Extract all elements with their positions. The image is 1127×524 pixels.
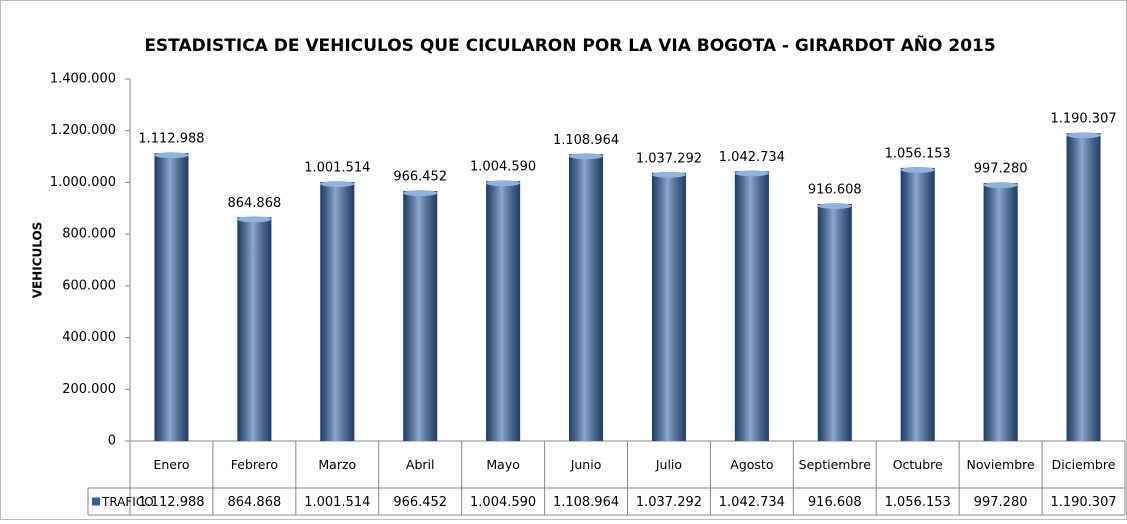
bar-shine <box>900 167 935 442</box>
x-tick-label: Agosto <box>730 457 773 472</box>
data-label: 1.190.307 <box>1050 112 1116 127</box>
y-tick-label: 1.400.000 <box>50 72 116 87</box>
y-tick-label: 800.000 <box>62 227 116 242</box>
x-tick-label: Diciembre <box>1052 457 1116 472</box>
bar-shine <box>651 172 686 441</box>
table-value: 1.108.964 <box>553 495 619 510</box>
table-value: 1.001.514 <box>304 495 370 510</box>
bar-shine <box>1066 133 1101 441</box>
bar-top <box>734 170 769 177</box>
table-value: 916.608 <box>808 495 862 510</box>
bar-shine <box>817 203 852 441</box>
table-value: 997.280 <box>974 495 1028 510</box>
table-value: 966.452 <box>393 495 447 510</box>
data-label: 864.868 <box>227 196 281 211</box>
chart-title: ESTADISTICA DE VEHICULOS QUE CICULARON P… <box>144 33 995 56</box>
x-tick-label: Julio <box>655 457 682 472</box>
data-label: 1.112.988 <box>138 132 204 147</box>
bar-shine <box>237 217 272 441</box>
y-tick-label: 600.000 <box>62 278 116 293</box>
table-value: 864.868 <box>227 495 281 510</box>
x-tick-label: Enero <box>153 457 189 472</box>
x-tick-label: Marzo <box>318 457 356 472</box>
x-tick-label: Febrero <box>231 457 278 472</box>
y-tick-label: 200.000 <box>62 382 116 397</box>
bar-shine <box>403 191 438 441</box>
bar-shine <box>154 153 189 441</box>
y-tick-label: 1.000.000 <box>50 175 116 190</box>
bar-top <box>486 180 521 187</box>
bar-top <box>237 216 272 223</box>
x-tick-label: Octubre <box>893 457 943 472</box>
bar-shine <box>569 154 604 441</box>
table-value: 1.037.292 <box>636 495 702 510</box>
data-label: 966.452 <box>393 170 447 185</box>
bar-top <box>817 202 852 209</box>
bar-shine <box>734 171 769 441</box>
bar-top <box>569 153 604 160</box>
bar-top <box>900 166 935 173</box>
data-label: 916.608 <box>808 182 862 197</box>
data-label: 1.037.292 <box>636 151 702 166</box>
bar-shine <box>983 183 1018 441</box>
x-tick-label: Noviembre <box>967 457 1036 472</box>
data-label: 1.056.153 <box>885 146 951 161</box>
y-tick-label: 0 <box>108 434 116 449</box>
y-axis-label: VEHICULOS <box>31 222 45 299</box>
bar-top <box>651 171 686 178</box>
table-value: 1.112.988 <box>138 495 204 510</box>
data-label: 1.004.590 <box>470 160 536 175</box>
bar-top <box>154 152 189 159</box>
bar-shine <box>486 181 521 441</box>
x-tick-label: Mayo <box>486 457 520 472</box>
data-label: 997.280 <box>974 162 1028 177</box>
bar-top <box>403 190 438 197</box>
data-label: 1.042.734 <box>719 150 785 165</box>
legend-key <box>92 497 100 506</box>
bar-top <box>983 182 1018 189</box>
x-tick-label: Abril <box>406 457 435 472</box>
legend-label: TRAFICO <box>101 495 154 509</box>
table-value: 1.190.307 <box>1050 495 1116 510</box>
bar-shine <box>320 182 355 441</box>
bar-top <box>1066 132 1101 139</box>
data-label: 1.001.514 <box>304 161 370 176</box>
table-value: 1.004.590 <box>470 495 536 510</box>
data-label: 1.108.964 <box>553 133 619 148</box>
y-tick-label: 1.200.000 <box>50 123 116 138</box>
table-value: 1.042.734 <box>719 495 785 510</box>
y-tick-label: 400.000 <box>62 330 116 345</box>
table-value: 1.056.153 <box>885 495 951 510</box>
x-tick-label: Septiembre <box>799 457 872 472</box>
x-tick-label: Junio <box>570 457 602 472</box>
bar-top <box>320 181 355 188</box>
